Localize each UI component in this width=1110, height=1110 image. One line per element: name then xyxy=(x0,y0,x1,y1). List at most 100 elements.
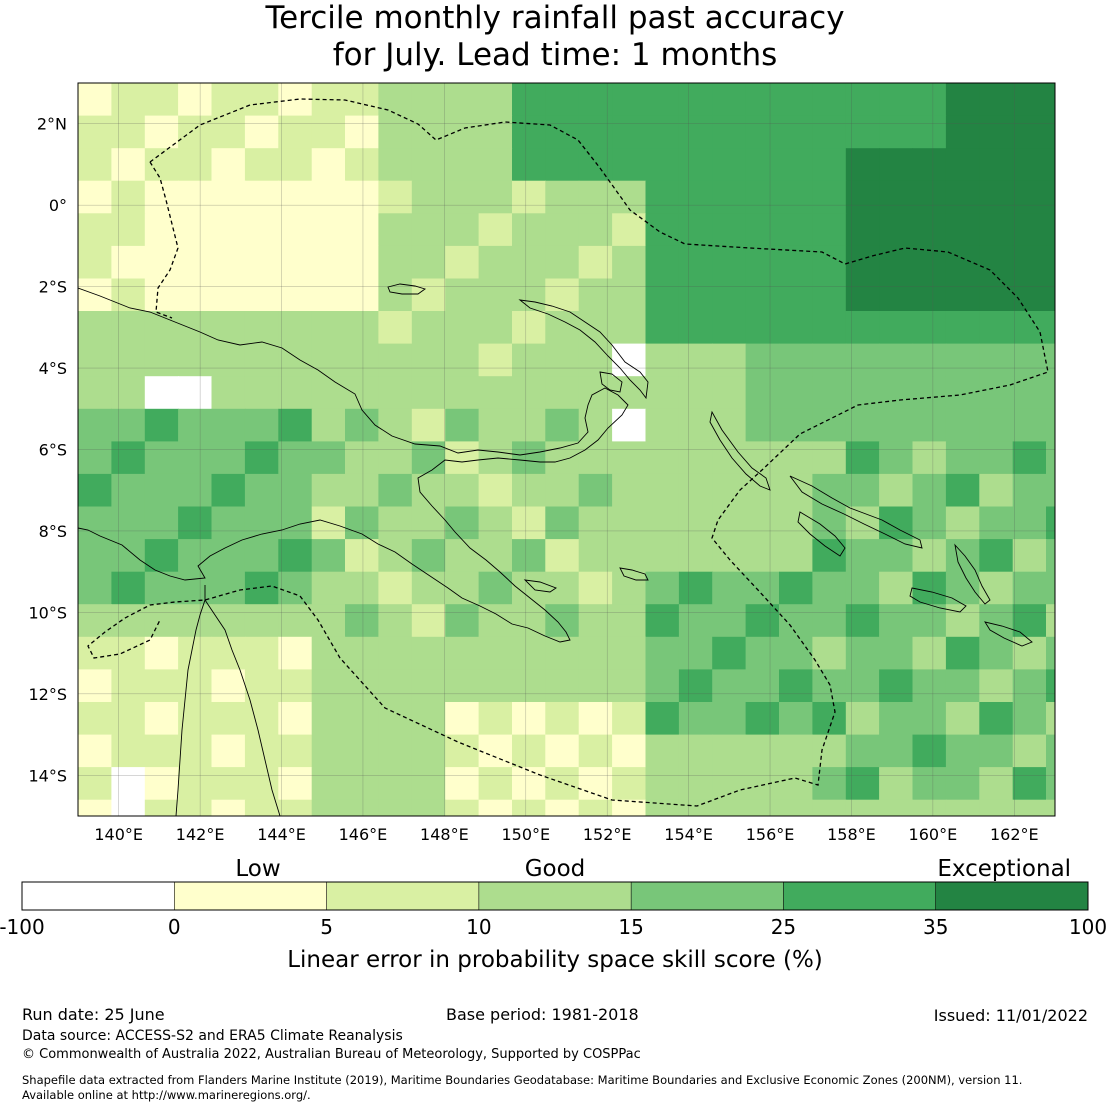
skill-grid-cell xyxy=(678,669,713,703)
skill-grid-cell xyxy=(144,83,179,117)
skill-grid-cell xyxy=(879,213,914,247)
skill-grid-cell xyxy=(845,734,880,768)
skill-grid-cell xyxy=(645,376,680,410)
skill-grid-cell xyxy=(345,278,379,312)
skill-grid-cell xyxy=(912,180,947,214)
skill-grid-cell xyxy=(345,148,379,182)
skill-grid-cell xyxy=(645,408,680,442)
skill-grid-cell xyxy=(779,278,813,312)
skill-grid-cell xyxy=(645,343,680,377)
skill-grid-cell xyxy=(678,441,713,475)
skill-grid-cell xyxy=(712,669,747,703)
skill-grid-cell xyxy=(345,669,379,703)
map-border xyxy=(77,82,1056,817)
skill-grid-cell xyxy=(979,702,1014,736)
skill-grid-cell xyxy=(311,148,346,182)
skill-grid-cell xyxy=(1046,83,1055,117)
skill-grid-cell xyxy=(645,702,680,736)
skill-grid-cell xyxy=(178,473,213,508)
run-date-text: Run date: 25 June xyxy=(22,1005,165,1024)
skill-grid-cell xyxy=(879,702,914,736)
skill-grid-cell xyxy=(211,376,246,410)
skill-grid-cell xyxy=(645,539,680,573)
skill-grid-cell xyxy=(178,604,213,638)
skill-grid-cell xyxy=(1012,473,1047,508)
skill-grid-cell xyxy=(311,213,346,247)
new-britain-coastline xyxy=(518,299,649,400)
skill-grid-cell xyxy=(845,669,880,703)
skill-grid-cell xyxy=(111,669,146,703)
skill-grid-cell xyxy=(912,636,947,670)
skill-grid-cell xyxy=(1012,180,1047,214)
skill-grid-cell xyxy=(111,441,146,475)
skill-grid-cell xyxy=(945,148,980,182)
skill-grid-cell xyxy=(478,148,513,182)
colorbar-tick-label: -100 xyxy=(0,915,45,939)
skill-map-figure: 2°N 0° 2°S 4°S 6°S 8°S 10°S 12°S 14°S 140°E 142°E… xyxy=(0,82,1107,973)
skill-grid-cell xyxy=(745,376,780,410)
skill-grid-cell xyxy=(578,669,613,703)
skill-grid-cell xyxy=(545,767,580,801)
skill-grid-cell xyxy=(144,799,179,816)
skill-grid-cell xyxy=(178,343,213,377)
skill-grid-cell xyxy=(211,278,246,312)
skill-grid-cell xyxy=(612,278,647,312)
skill-grid-cell xyxy=(645,115,680,149)
skill-grid-cell xyxy=(278,799,313,816)
skill-grid-cell xyxy=(879,734,914,768)
skill-grid-cell xyxy=(445,311,480,345)
skill-grid-cell xyxy=(1046,311,1055,345)
skill-grid-cell xyxy=(178,311,213,345)
skill-grid-cell xyxy=(912,115,947,149)
skill-grid-cell xyxy=(411,571,446,605)
skill-grid-cell xyxy=(478,702,513,736)
skill-grid-cell xyxy=(712,767,747,801)
australia-east-coastline xyxy=(204,599,281,816)
skill-grid-cell xyxy=(411,636,446,670)
skill-grid-cell xyxy=(578,571,613,605)
skill-grid-cell xyxy=(144,669,179,703)
skill-grid-cell xyxy=(779,669,813,703)
skill-grid-cell xyxy=(645,799,680,816)
skill-grid-cell xyxy=(445,278,480,312)
skill-grid-cell xyxy=(144,506,179,540)
skill-grid-cell xyxy=(845,115,880,149)
skill-grid-cell xyxy=(144,311,179,345)
skill-grid-cell xyxy=(812,83,847,117)
skill-grid-cell xyxy=(845,245,880,280)
skill-grid-cell xyxy=(345,83,379,117)
colorbar: -100 0 5 10 15 25 35 100 Low Good Exceptional Linea… xyxy=(0,856,1107,973)
skill-grid-cell xyxy=(678,376,713,410)
skill-grid-cell xyxy=(478,539,513,573)
skill-grid-cell xyxy=(411,376,446,410)
skill-grid-cell xyxy=(512,115,546,149)
skill-grid-cell xyxy=(879,115,914,149)
skill-grid-cell xyxy=(845,180,880,214)
skill-grid-cell xyxy=(244,636,279,670)
skill-grid-cell xyxy=(745,278,780,312)
skill-grid-cell xyxy=(512,343,546,377)
skill-grid-cell xyxy=(111,767,146,801)
skill-grid-cell xyxy=(244,702,279,736)
skill-grid-cell xyxy=(278,506,313,540)
skill-grid-cell xyxy=(378,180,413,214)
skill-grid-cell xyxy=(478,213,513,247)
skill-grid-cell xyxy=(144,473,179,508)
skill-grid-cell xyxy=(178,702,213,736)
skill-grid-cell xyxy=(678,180,713,214)
skill-grid-cell xyxy=(945,408,980,442)
skill-grid-cell xyxy=(745,604,780,638)
skill-grid-cell xyxy=(912,473,947,508)
skill-grid-cell xyxy=(645,278,680,312)
skill-grid-cell xyxy=(378,539,413,573)
skill-grid-cell xyxy=(111,702,146,736)
longitude-tick-label: 150°E xyxy=(501,825,550,844)
colorbar-tick-label: 100 xyxy=(1069,915,1107,939)
skill-grid-cell xyxy=(144,604,179,638)
skill-grid-cell xyxy=(912,408,947,442)
skill-grid-cell xyxy=(1012,245,1047,280)
map-title-line-2: for July. Lead time: 1 months xyxy=(332,37,778,73)
skill-grid-cell xyxy=(378,702,413,736)
longitude-tick-label: 156°E xyxy=(746,825,795,844)
skill-grid-cell xyxy=(845,473,880,508)
